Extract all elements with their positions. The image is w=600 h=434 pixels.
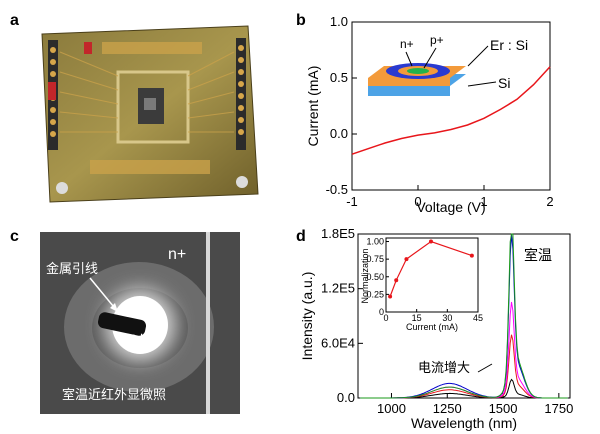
- iv-xlabel: Voltage (V): [416, 199, 485, 215]
- panel-letter-a: a: [10, 12, 19, 29]
- iv-ytick-label: 1.0: [330, 14, 348, 29]
- nir-micrograph: n+ p+ 金属引线 室温近红外显微照: [40, 232, 240, 414]
- label-p: p+: [128, 330, 147, 347]
- el-ylabel: Intensity (a.u.): [300, 272, 315, 361]
- iv-chart: -1 0 1 2 -0.5 0.0 0.5 1.0 Voltage (V) Current (…: [305, 14, 554, 215]
- el-inset-xtick-label: 0: [383, 313, 388, 323]
- current-arrow: [477, 363, 493, 373]
- panel-letter-c: c: [10, 228, 19, 245]
- vertical-line: [206, 232, 210, 414]
- panel-letter-b: b: [296, 12, 306, 29]
- el-inset-frame: [385, 237, 479, 313]
- el-xtick-label: 1500: [489, 401, 518, 416]
- iv-ylabel: Current (mA): [305, 66, 321, 147]
- inset-label-er: Er : Si: [490, 37, 528, 53]
- el-inset-point: [469, 253, 474, 258]
- panel-letter-d: d: [296, 228, 306, 245]
- el-inset: 0 15 30 45 0 0.25 0.50 0.75 1.00 Current (mA) No…: [360, 237, 483, 332]
- el-spectrum-curve: [360, 301, 568, 399]
- iv-ytick-label: 0.5: [330, 70, 348, 85]
- device-inset: n+ p+ Er : Si Si: [368, 33, 528, 96]
- el-xlabel: Wavelength (nm): [411, 415, 517, 431]
- el-ytick-label: 0.0: [337, 390, 355, 405]
- el-inset-ytick-label: 0.75: [366, 254, 384, 264]
- el-inset-ytick-label: 0: [379, 307, 384, 317]
- iv-xtick-label: 2: [546, 194, 553, 209]
- el-inset-point: [428, 239, 433, 244]
- el-annotation-room-temp: 室温: [524, 247, 552, 264]
- el-annotation-current: 电流增大: [418, 361, 470, 376]
- label-n: n+: [168, 246, 187, 263]
- micrograph-caption: 室温近红外显微照: [62, 388, 167, 403]
- iv-curve: [351, 66, 551, 155]
- el-ytick-label: 6.0E4: [321, 335, 355, 350]
- el-inset-point: [404, 257, 409, 262]
- el-xtick-label: 1250: [433, 401, 462, 416]
- el-spectrum-curve: [360, 233, 568, 399]
- el-inset-point: [394, 278, 399, 283]
- chip-photo: [41, 25, 259, 203]
- el-inset-xtick-label: 45: [473, 313, 483, 323]
- inset-label-p: p+: [430, 33, 444, 47]
- el-xtick-label: 1000: [377, 401, 406, 416]
- iv-ytick-label: -0.5: [326, 182, 348, 197]
- el-inset-ytick-label: 0.25: [366, 289, 384, 299]
- iv-plot-frame: [351, 21, 551, 191]
- el-inset-xtick-label: 15: [412, 313, 422, 323]
- wire-arrow: [89, 277, 119, 313]
- el-inset-ylabel: Normalization: [360, 248, 370, 303]
- el-ytick-label: 1.8E5: [321, 226, 355, 241]
- el-inset-point: [388, 294, 393, 299]
- iv-xtick-label: -1: [346, 194, 358, 209]
- label-metal-wire: 金属引线: [46, 262, 99, 277]
- iv-xtick-label: 1: [480, 194, 487, 209]
- el-xtick-label: 1750: [544, 401, 573, 416]
- el-ytick-label: 1.2E5: [321, 281, 355, 296]
- el-inset-ytick-label: 1.00: [366, 237, 384, 247]
- el-inset-xtick-label: 30: [442, 313, 452, 323]
- el-inset-ytick-label: 0.50: [366, 272, 384, 282]
- iv-ytick-label: 0.0: [330, 126, 348, 141]
- iv-xtick-label: 0: [414, 194, 421, 209]
- el-plot-frame: [357, 233, 571, 399]
- inset-label-n: n+: [400, 37, 414, 51]
- inset-label-si: Si: [498, 75, 510, 91]
- el-inset-xlabel: Current (mA): [406, 322, 458, 332]
